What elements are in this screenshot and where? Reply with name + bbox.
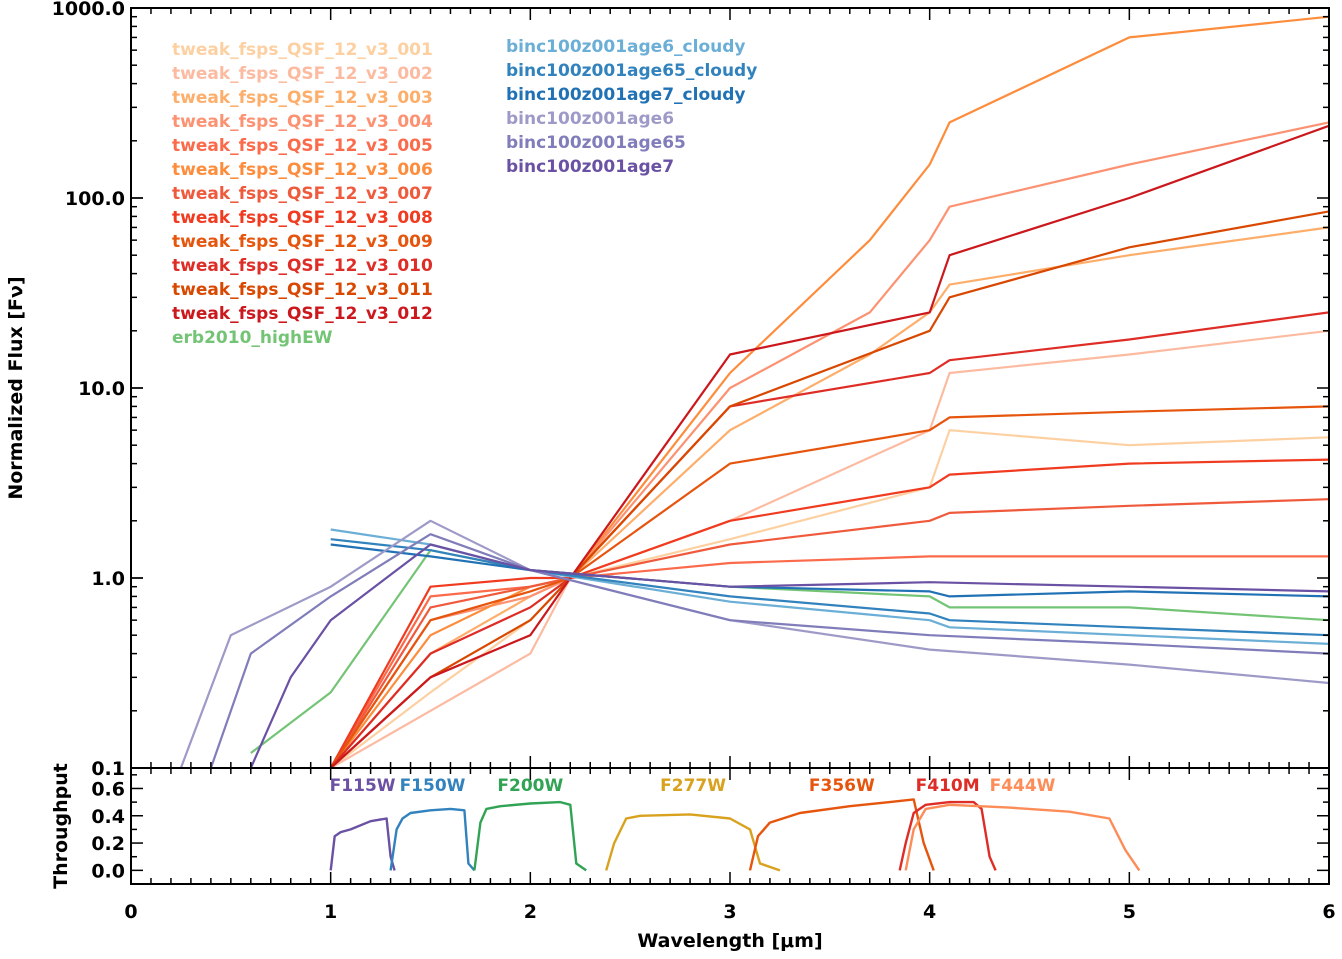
filter-curve-f277w: [605, 813, 781, 872]
spectra-y-tick-label: 1.0: [91, 568, 125, 590]
throughput-x-ticks: 0 1 2 3 4 5 6: [124, 768, 1336, 923]
spectra-y-axis-title: Normalized Flux [Fν]: [5, 276, 27, 499]
throughput-y-tick-label: 0.0: [91, 860, 125, 882]
filter-label-f277w: F277W: [660, 776, 726, 796]
throughput-y-tick-label: 0.6: [91, 778, 125, 800]
throughput-panel: 0.0 0.2 0.4 0.6 0 1 2 3 4 5 6 F115W F150W F200W F277…: [50, 763, 1336, 952]
filter-curve-f115w: [329, 817, 396, 871]
x-tick-label: 1: [324, 901, 337, 923]
series-line-13: [250, 549, 1329, 754]
x-tick-label: 3: [723, 901, 736, 923]
legend-entry-left-3: tweak_fsps_QSF_12_v3_003: [172, 88, 433, 108]
x-tick-label: 2: [524, 901, 537, 923]
legend-entry-right-2: binc100z001age65_cloudy: [506, 61, 757, 81]
legend-entry-left-5: tweak_fsps_QSF_12_v3_005: [172, 136, 433, 156]
series-line-6: [329, 15, 1329, 768]
filter-curve-f356w: [748, 798, 935, 871]
throughput-plot-frame: [130, 767, 1330, 885]
series-line-1: [330, 429, 1329, 768]
throughput-y-ticks: 0.0 0.2 0.4 0.6: [91, 774, 1329, 885]
filter-label-f410m: F410M: [916, 776, 980, 796]
series-line-19: [249, 543, 1329, 768]
spectra-y-ticks: 0.1 1.0 10.0 100.0 1000.0: [52, 0, 1329, 780]
filter-label-f200w: F200W: [497, 776, 563, 796]
legend-entry-left-10: tweak_fsps_QSF_12_v3_010: [172, 256, 433, 276]
legend-entry-left-9: tweak_fsps_QSF_12_v3_009: [172, 232, 433, 252]
throughput-y-axis-title: Throughput: [50, 763, 72, 889]
series-line-7: [329, 498, 1329, 768]
legend-entry-right-1: binc100z001age6_cloudy: [506, 37, 745, 57]
legend-entry-left-12: tweak_fsps_QSF_12_v3_012: [172, 304, 433, 324]
series-line-9: [329, 405, 1329, 768]
x-tick-label: 5: [1123, 901, 1136, 923]
legend-entry-right-6: binc100z001age7: [506, 157, 674, 177]
legend-entry-left-2: tweak_fsps_QSF_12_v3_002: [172, 64, 433, 84]
spectra-y-tick-label: 1000.0: [52, 0, 125, 20]
series-line-11: [329, 210, 1329, 768]
x-tick-label: 0: [124, 901, 137, 923]
throughput-y-tick-label: 0.4: [91, 806, 125, 828]
spectra-panel: 0.1 1.0 10.0 100.0 1000.0 Normalized Flux [F…: [5, 0, 1330, 780]
legend-entry-right-4: binc100z001age6: [506, 109, 674, 129]
series-line-15: [330, 538, 1329, 637]
legend-entry-left-13: erb2010_highEW: [172, 328, 333, 348]
legend-entry-left-6: tweak_fsps_QSF_12_v3_006: [172, 160, 433, 180]
filter-curve-f444w: [904, 803, 1141, 872]
filter-labels: F115W F150W F200W F277W F356W F410M F444W: [330, 776, 1056, 796]
series-line-10: [329, 311, 1329, 768]
filter-curve-f200w: [473, 800, 587, 872]
x-axis-title: Wavelength [μm]: [637, 930, 822, 952]
series-line-2: [330, 329, 1329, 768]
legend-entry-left-8: tweak_fsps_QSF_12_v3_008: [172, 208, 433, 228]
series-line-8: [329, 458, 1329, 768]
legend-entry-right-3: binc100z001age7_cloudy: [506, 85, 745, 105]
legend-entry-left-4: tweak_fsps_QSF_12_v3_004: [172, 112, 433, 132]
x-tick-label: 6: [1322, 901, 1335, 923]
filter-curve-f410m: [898, 800, 997, 871]
series-line-5: [329, 555, 1329, 768]
legend-right: binc100z001age6_cloudy binc100z001age65_c…: [506, 37, 757, 177]
filter-label-f115w: F115W: [330, 776, 396, 796]
filter-label-f356w: F356W: [809, 776, 875, 796]
series-line-4: [329, 121, 1329, 768]
throughput-y-tick-label: 0.2: [91, 833, 125, 855]
legend-entry-left-11: tweak_fsps_QSF_12_v3_011: [172, 280, 433, 300]
series-line-3: [329, 226, 1329, 768]
x-tick-label: 4: [923, 901, 936, 923]
filter-curve-f150w: [389, 807, 476, 872]
legend-entry-left-7: tweak_fsps_QSF_12_v3_007: [172, 184, 433, 204]
spectra-y-tick-label: 100.0: [65, 188, 125, 210]
spectra-y-tick-label: 10.0: [78, 378, 125, 400]
filter-label-f444w: F444W: [990, 776, 1056, 796]
spectra-y-tick-label: 0.1: [91, 758, 125, 780]
legend-entry-right-5: binc100z001age65: [506, 133, 686, 153]
series-line-16: [330, 543, 1329, 598]
legend-entry-left-1: tweak_fsps_QSF_12_v3_001: [172, 40, 433, 60]
legend-left: tweak_fsps_QSF_12_v3_001 tweak_fsps_QSF_1…: [172, 40, 433, 348]
series-line-12: [329, 124, 1329, 768]
filter-label-f150w: F150W: [400, 776, 466, 796]
spectra-series-group: [179, 15, 1329, 768]
throughput-filter-group: [329, 798, 1141, 872]
